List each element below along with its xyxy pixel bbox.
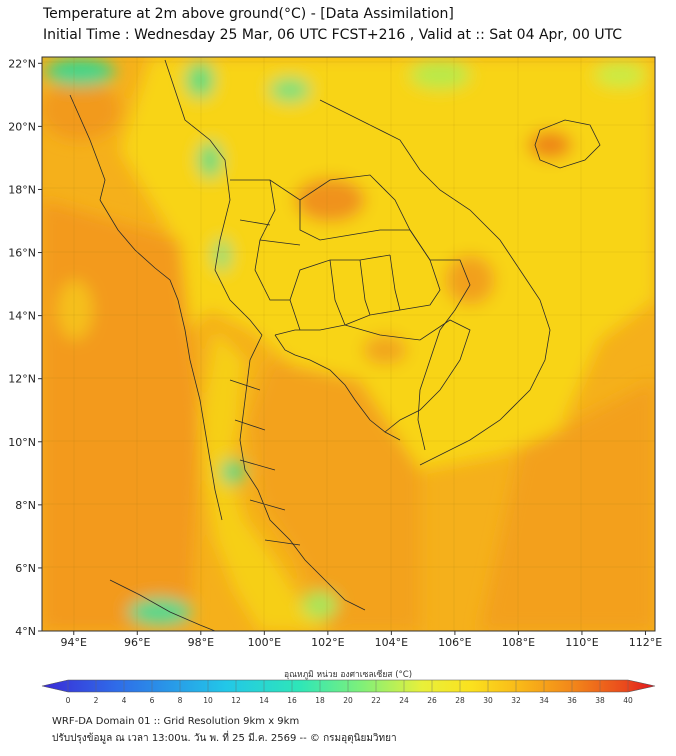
colorbar-tick-label: 40 <box>623 696 633 705</box>
colorbar-ticks: 0 2 4 6 8 10 12 14 16 18 20 22 24 26 28 30 32 34 36 38 40 <box>66 680 633 705</box>
lon-tick-label: 108°E <box>502 636 535 649</box>
colorbar-tick-label: 14 <box>259 696 269 705</box>
lat-tick-label: 12°N <box>8 373 36 386</box>
map-frame <box>41 56 656 632</box>
colorbar-tick-label: 32 <box>511 696 521 705</box>
colorbar <box>41 679 656 693</box>
lat-tick-label: 22°N <box>8 57 36 70</box>
lat-tick-label: 16°N <box>8 247 36 260</box>
lon-tick-label: 112°E <box>629 636 662 649</box>
colorbar-tick-label: 18 <box>315 696 325 705</box>
lat-tick-label: 18°N <box>8 183 36 196</box>
colorbar-tick-label: 30 <box>483 696 493 705</box>
colorbar-tick-label: 0 <box>66 696 71 705</box>
colorbar-tick-label: 2 <box>94 696 99 705</box>
colorbar-tick-label: 16 <box>287 696 297 705</box>
lat-tick-label: 20°N <box>8 120 36 133</box>
footer-domain-info: WRF-DA Domain 01 :: Grid Resolution 9km … <box>52 716 300 727</box>
lon-tick-label: 104°E <box>375 636 408 649</box>
graticule <box>42 57 655 631</box>
temperature-map: 94°E 96°E 98°E 100°E 102°E 104°E 106°E 108°E 110… <box>8 56 662 705</box>
colorbar-tick-label: 26 <box>427 696 437 705</box>
colorbar-tick-label: 8 <box>178 696 183 705</box>
colorbar-label: อุณหภูมิ หน่วย องศาเซลเซียส (°C) <box>284 669 412 680</box>
colorbar-tick-label: 36 <box>567 696 577 705</box>
lat-tick-label: 8°N <box>15 499 36 512</box>
colorbar-tick-label: 10 <box>203 696 213 705</box>
colorbar-tick-label: 34 <box>539 696 549 705</box>
colorbar-tick-label: 20 <box>343 696 353 705</box>
latitude-ticks: 4°N 6°N 8°N 10°N 12°N 14°N 16°N 18°N 20°N 22°N <box>8 57 42 638</box>
lon-tick-label: 94°E <box>61 636 87 649</box>
lon-tick-label: 110°E <box>565 636 598 649</box>
country-borders <box>69 59 601 631</box>
footer-update-info: ปรับปรุงข้อมูล ณ เวลา 13:00น. วัน พ. ที่… <box>52 733 397 744</box>
longitude-ticks: 94°E 96°E 98°E 100°E 102°E 104°E 106°E 108°E 110… <box>61 631 662 649</box>
lat-tick-label: 10°N <box>8 436 36 449</box>
lat-tick-label: 6°N <box>15 562 36 575</box>
chart-title: Temperature at 2m above ground(°C) - [Da… <box>43 6 454 22</box>
lon-tick-label: 102°E <box>311 636 344 649</box>
colorbar-tick-label: 4 <box>122 696 127 705</box>
lon-tick-label: 100°E <box>248 636 281 649</box>
lon-tick-label: 98°E <box>188 636 214 649</box>
colorbar-tick-label: 28 <box>455 696 465 705</box>
colorbar-tick-label: 12 <box>231 696 241 705</box>
colorbar-tick-label: 22 <box>371 696 381 705</box>
lon-tick-label: 96°E <box>124 636 150 649</box>
colorbar-tick-label: 38 <box>595 696 605 705</box>
colorbar-tick-label: 6 <box>150 696 155 705</box>
lon-tick-label: 106°E <box>438 636 471 649</box>
lat-tick-label: 14°N <box>8 310 36 323</box>
lat-tick-label: 4°N <box>15 625 36 638</box>
colorbar-tick-label: 24 <box>399 696 409 705</box>
chart-subtitle: Initial Time : Wednesday 25 Mar, 06 UTC … <box>43 27 623 43</box>
temperature-field <box>42 57 655 631</box>
